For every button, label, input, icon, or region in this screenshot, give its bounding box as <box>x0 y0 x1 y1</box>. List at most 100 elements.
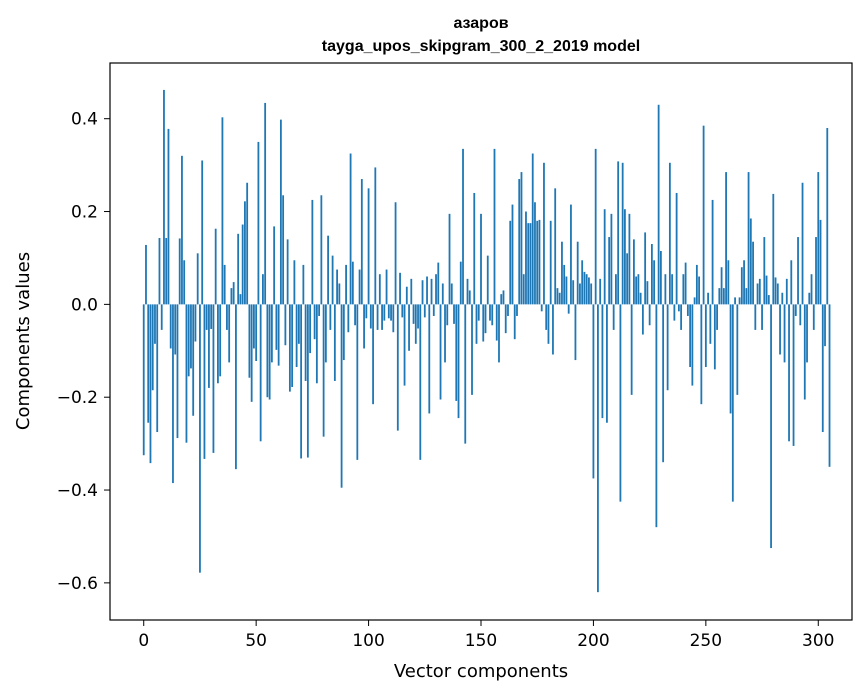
bar-110 <box>390 304 392 321</box>
bar-74 <box>309 304 312 354</box>
bar-175 <box>536 220 539 305</box>
bar-305 <box>828 304 831 467</box>
bar-83 <box>329 304 332 330</box>
bar-167 <box>518 179 521 305</box>
bar-51 <box>257 141 260 305</box>
bar-172 <box>529 223 532 305</box>
bar-56 <box>268 304 271 400</box>
bar-156 <box>493 148 496 305</box>
bar-144 <box>466 278 469 305</box>
bar-185 <box>558 292 561 305</box>
bar-192 <box>574 304 577 361</box>
bar-260 <box>727 260 730 305</box>
bar-241 <box>684 262 687 305</box>
bar-257 <box>720 267 723 305</box>
bar-40 <box>232 282 235 305</box>
bar-23 <box>194 304 197 342</box>
bar-130 <box>435 274 437 305</box>
bar-292 <box>799 304 802 326</box>
bar-274 <box>758 278 761 305</box>
bar-284 <box>781 292 784 305</box>
bar-27 <box>203 304 206 459</box>
bar-57 <box>270 304 273 363</box>
y-tick-label-2: −0.2 <box>57 388 98 408</box>
bar-286 <box>785 278 788 305</box>
bar-243 <box>689 304 692 368</box>
bar-178 <box>543 162 545 305</box>
bar-300 <box>817 172 820 305</box>
bar-283 <box>779 304 781 355</box>
bar-154 <box>489 304 491 321</box>
bar-246 <box>695 264 698 305</box>
bar-39 <box>230 288 233 305</box>
bar-256 <box>718 288 721 305</box>
bar-208 <box>610 213 613 305</box>
bar-123 <box>419 304 422 460</box>
bar-159 <box>500 294 503 305</box>
bar-105 <box>378 274 381 305</box>
bar-198 <box>588 277 590 305</box>
bar-13 <box>172 304 174 484</box>
bar-135 <box>446 304 449 326</box>
bar-33 <box>217 304 219 384</box>
bar-55 <box>266 304 269 398</box>
bar-236 <box>673 304 676 321</box>
bar-78 <box>318 304 321 316</box>
bar-225 <box>648 304 651 326</box>
y-tick-label-0: −0.6 <box>57 574 98 594</box>
bar-282 <box>776 283 779 305</box>
bar-122 <box>417 304 419 329</box>
bar-28 <box>205 304 208 330</box>
bar-147 <box>473 192 476 305</box>
x-tick-label-6: 300 <box>802 631 834 651</box>
bar-152 <box>484 304 487 334</box>
bar-230 <box>659 250 662 305</box>
bar-297 <box>810 274 813 305</box>
bar-228 <box>655 304 658 528</box>
bar-11 <box>167 128 170 305</box>
bar-201 <box>594 148 597 305</box>
x-tick-label-1: 50 <box>245 631 267 651</box>
bar-143 <box>464 304 467 444</box>
bar-275 <box>761 304 763 330</box>
bar-214 <box>624 209 626 305</box>
x-axis-ticks: 0 50 100 150 200 250 300 <box>138 620 834 651</box>
bar-189 <box>567 304 570 314</box>
bar-217 <box>630 304 633 395</box>
bar-262 <box>731 304 734 502</box>
bar-258 <box>722 288 725 305</box>
bar-165 <box>513 304 516 340</box>
bar-118 <box>408 304 410 351</box>
bar-63 <box>284 304 287 346</box>
bar-145 <box>468 290 471 305</box>
bar-141 <box>459 261 462 305</box>
bar-294 <box>803 304 806 400</box>
bar-296 <box>808 292 811 305</box>
bar-96 <box>358 269 361 305</box>
bar-68 <box>295 304 298 368</box>
bar-18 <box>183 260 186 305</box>
bar-268 <box>745 288 748 305</box>
bar-71 <box>302 264 305 305</box>
bar-94 <box>354 304 356 326</box>
bar-219 <box>635 276 638 305</box>
bar-153 <box>486 255 489 305</box>
bar-176 <box>538 219 541 305</box>
bar-15 <box>176 304 179 439</box>
bar-48 <box>250 304 253 402</box>
bar-127 <box>428 304 431 414</box>
bar-166 <box>516 304 518 316</box>
bar-89 <box>342 304 345 361</box>
bar-220 <box>637 274 640 305</box>
bar-215 <box>626 253 629 305</box>
bar-267 <box>743 260 745 305</box>
bar-252 <box>709 304 712 344</box>
bar-44 <box>241 224 244 305</box>
bar-281 <box>774 277 777 305</box>
bar-126 <box>426 276 428 305</box>
bar-66 <box>291 304 294 387</box>
bar-177 <box>540 304 543 312</box>
bar-180 <box>547 304 550 344</box>
bar-186 <box>561 241 563 305</box>
bar-229 <box>657 104 660 305</box>
